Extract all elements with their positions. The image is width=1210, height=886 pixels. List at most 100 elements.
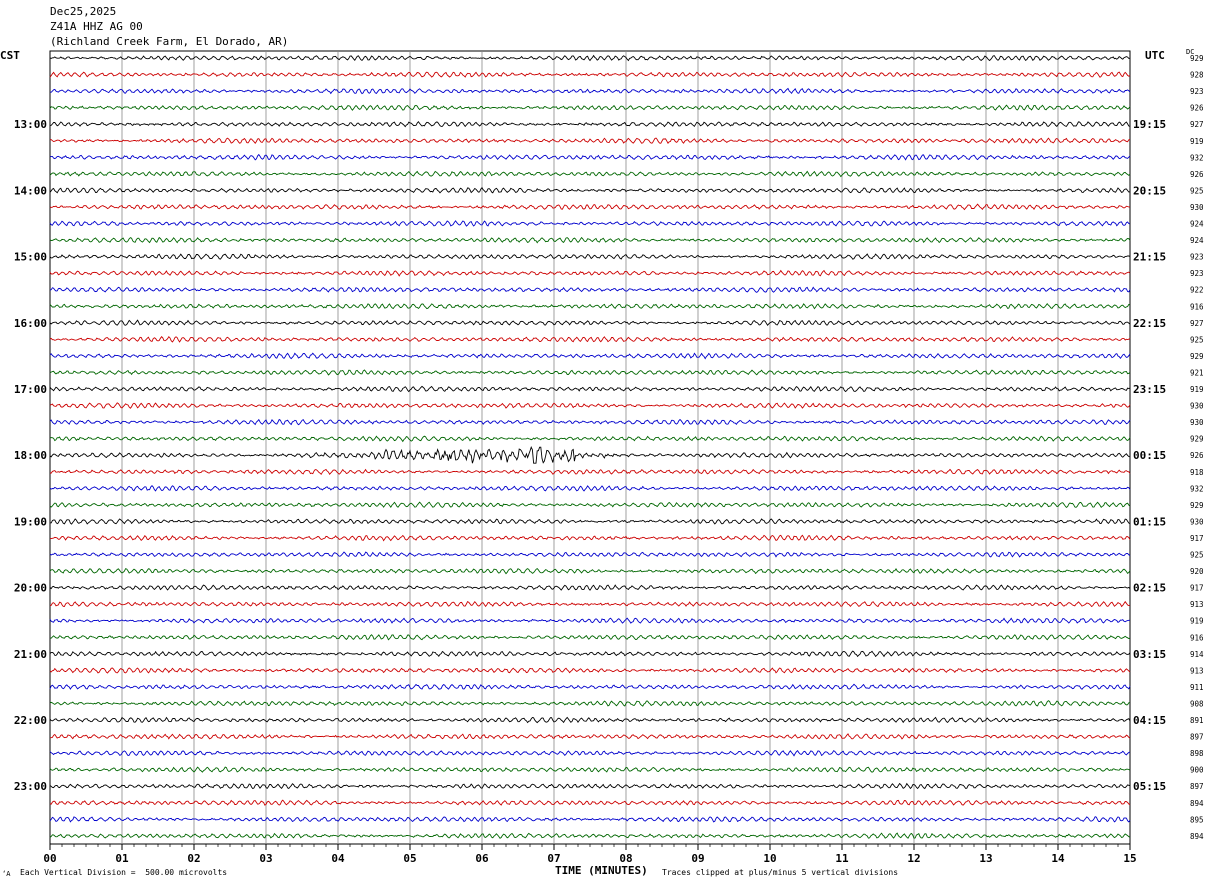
x-tick-label: 01: [115, 852, 129, 865]
trace-line: [49, 634, 1131, 641]
dc-offset-value: 900: [1190, 766, 1204, 775]
dc-offset-value: 894: [1190, 799, 1204, 808]
x-tick-label: 11: [835, 852, 849, 865]
x-tick-label: 13: [979, 852, 992, 865]
trace-line: [49, 551, 1131, 558]
dc-offset-value: 895: [1190, 815, 1204, 824]
x-tick-label: 06: [475, 852, 489, 865]
trace-line: [49, 352, 1131, 360]
trace-line: [49, 782, 1131, 790]
utc-hour-label: 20:15: [1133, 184, 1166, 197]
dc-offset-value: 925: [1190, 186, 1204, 195]
trace-line: [49, 617, 1131, 624]
trace-line: [49, 584, 1131, 591]
dc-offset-value: 920: [1190, 567, 1204, 576]
dc-offset-value: 928: [1190, 71, 1204, 80]
utc-hour-label: 02:15: [1133, 582, 1166, 595]
dc-offset-value: 930: [1190, 402, 1204, 411]
plot-frame: [49, 50, 1131, 845]
x-tick-label: 14: [1051, 852, 1065, 865]
dc-offset-value: 919: [1190, 385, 1204, 394]
dc-offset-value: 891: [1190, 716, 1204, 725]
trace-line: [49, 120, 1131, 128]
cst-hour-label: 18:00: [14, 449, 47, 462]
trace-line: [49, 750, 1131, 757]
x-tick-label: 12: [907, 852, 920, 865]
trace-line: [49, 137, 1131, 144]
trace-line: [49, 186, 1131, 194]
utc-hour-label: 04:15: [1133, 714, 1166, 727]
trace-line: [49, 799, 1131, 806]
trace-line: [49, 568, 1131, 575]
dc-offset-value: 897: [1190, 782, 1204, 791]
trace-line: [49, 402, 1131, 409]
cst-hour-label: 16:00: [14, 317, 47, 330]
trace-line: [49, 700, 1131, 707]
trace-line: [49, 153, 1131, 161]
trace-line: [50, 534, 1131, 542]
dc-offset-value: 924: [1190, 220, 1204, 229]
dc-offset-header: DC: [1186, 48, 1195, 56]
left-timezone-label: CST: [0, 49, 20, 62]
dc-offset-value: 929: [1190, 435, 1204, 444]
dc-offset-value: 897: [1190, 733, 1204, 742]
dc-offset-value: 925: [1190, 551, 1204, 560]
dc-offset-value: 923: [1190, 87, 1204, 96]
trace-line: [49, 716, 1131, 724]
x-tick-label: 07: [547, 852, 560, 865]
trace-line: [49, 435, 1131, 443]
trace-line: [49, 418, 1131, 426]
utc-hour-label: 23:15: [1133, 383, 1166, 396]
x-tick-label: 10: [763, 852, 776, 865]
dc-offset-value: 894: [1190, 832, 1204, 841]
dc-offset-value: 908: [1190, 699, 1204, 708]
utc-hour-label: 03:15: [1133, 648, 1166, 661]
cst-hour-label: 21:00: [14, 648, 47, 661]
dc-offset-value: 930: [1190, 517, 1204, 526]
dc-offset-value: 918: [1190, 468, 1204, 477]
cst-hour-label: 13:00: [14, 118, 47, 131]
utc-hour-label: 19:15: [1133, 118, 1166, 131]
station-code: Z41A HHZ AG 00: [50, 20, 143, 33]
dc-offset-value: 913: [1190, 600, 1204, 609]
utc-hour-label: 01:15: [1133, 515, 1166, 528]
dc-offset-value: 930: [1190, 203, 1204, 212]
dc-offset-value: 924: [1190, 236, 1204, 245]
plot-date: Dec25,2025: [50, 5, 117, 18]
dc-offset-value: 923: [1190, 253, 1204, 262]
cst-hour-label: 15:00: [14, 251, 47, 264]
trace-line: [49, 385, 1131, 393]
cst-hour-label: 17:00: [14, 383, 47, 396]
cst-hour-label: 23:00: [14, 780, 47, 793]
dc-offset-value: 914: [1190, 650, 1204, 659]
trace-line: [49, 667, 1131, 674]
dc-offset-value: 921: [1190, 368, 1204, 377]
trace-line: [49, 54, 1131, 62]
dc-offset-value: 913: [1190, 666, 1204, 675]
trace-line: [49, 104, 1131, 111]
x-tick-label: 09: [691, 852, 704, 865]
trace-line: [49, 87, 1131, 95]
trace-line: [49, 220, 1131, 227]
dc-offset-value: 916: [1190, 302, 1204, 311]
trace-line: [49, 236, 1131, 244]
x-tick-label: 15: [1123, 852, 1136, 865]
trace-line: [49, 501, 1131, 509]
trace-line: [49, 286, 1131, 293]
dc-offset-value: 925: [1190, 335, 1204, 344]
station-location: (Richland Creek Farm, El Dorado, AR): [50, 35, 289, 48]
cst-hour-label: 14:00: [14, 184, 47, 197]
x-tick-label: 04: [331, 852, 345, 865]
utc-hour-label: 05:15: [1133, 780, 1166, 793]
dc-offset-value: 919: [1190, 137, 1204, 146]
cst-hour-label: 20:00: [14, 582, 47, 595]
vertical-scale-note: Each Vertical Division = 500.00 microvol…: [20, 868, 228, 877]
trace-line: [49, 445, 1131, 464]
utc-hour-label: 00:15: [1133, 449, 1166, 462]
clip-note: Traces clipped at plus/minus 5 vertical …: [662, 868, 899, 877]
corner-mark: ‘A: [2, 870, 11, 878]
trace-line: [49, 71, 1131, 78]
trace-line: [49, 518, 1131, 525]
dc-offset-value: 922: [1190, 286, 1204, 295]
trace-line: [49, 468, 1131, 476]
